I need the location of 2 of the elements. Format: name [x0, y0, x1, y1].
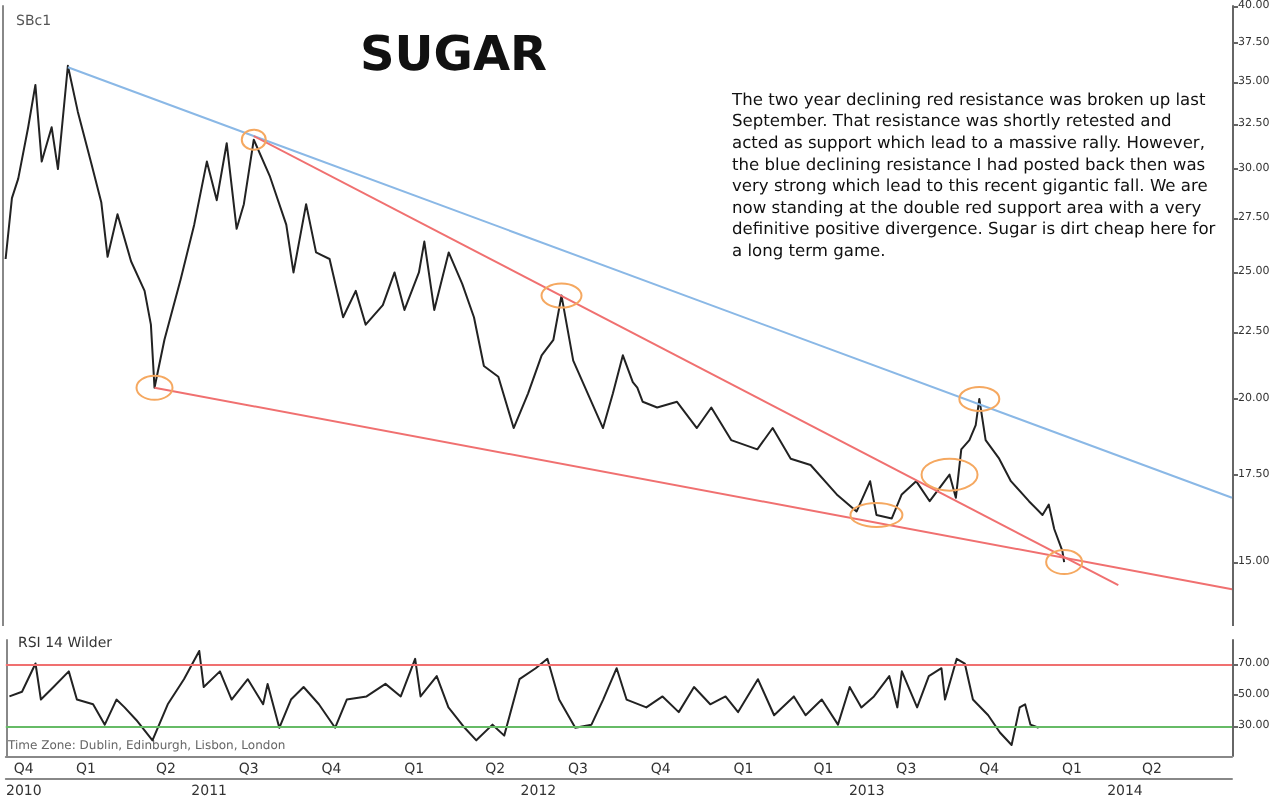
annotation: The two year declining red resistance was broken up last September. That resistance was shortly retested and acted as support which lead to a massive rally. However, the blue declining resistance I had posted back then was very strong which lead to this recent gigantic fall. We are now standing at the double red support area with a very definitive positive divergence. Sugar is dirt cheap here for a long term game.: [730, 88, 1221, 260]
chart-title: SUGAR: [360, 26, 548, 82]
